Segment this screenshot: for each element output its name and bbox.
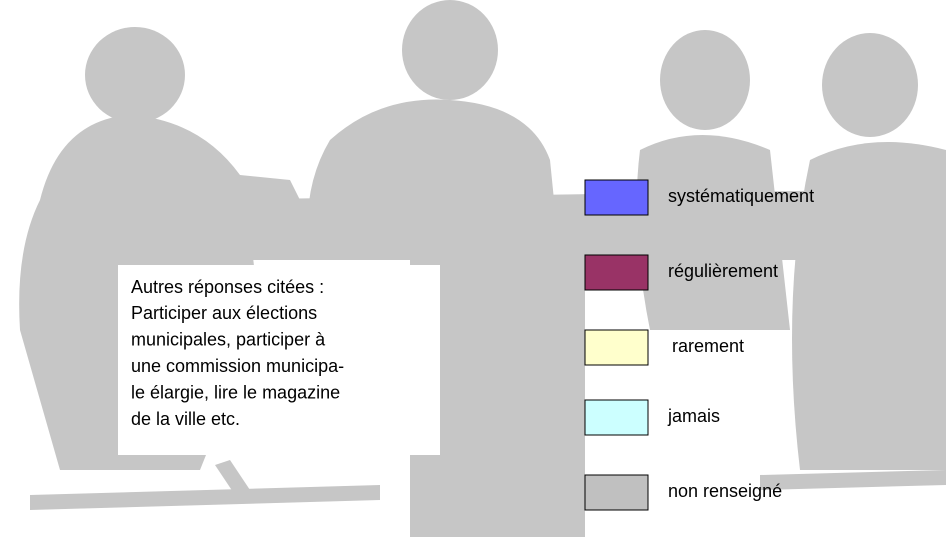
note-line: Participer aux élections [131, 303, 317, 323]
legend-label: jamais [667, 406, 720, 426]
legend-swatch [585, 255, 648, 290]
legend-label: non renseigné [668, 481, 782, 501]
legend-label: régulièrement [668, 261, 778, 281]
note-line: une commission municipa- [131, 356, 344, 376]
note-line: de la ville etc. [131, 409, 240, 429]
legend-swatch [585, 180, 648, 215]
note-line: Autres réponses citées : [131, 277, 324, 297]
slide: Autres réponses citées : Participer aux é… [0, 0, 946, 537]
legend-swatch [585, 400, 648, 435]
note-line: le élargie, lire le magazine [131, 382, 340, 402]
legend-swatch [585, 475, 648, 510]
legend-label: rarement [672, 336, 744, 356]
note-line: municipales, participer à [131, 330, 326, 350]
legend-label: systématiquement [668, 186, 814, 206]
legend-swatch [585, 330, 648, 365]
